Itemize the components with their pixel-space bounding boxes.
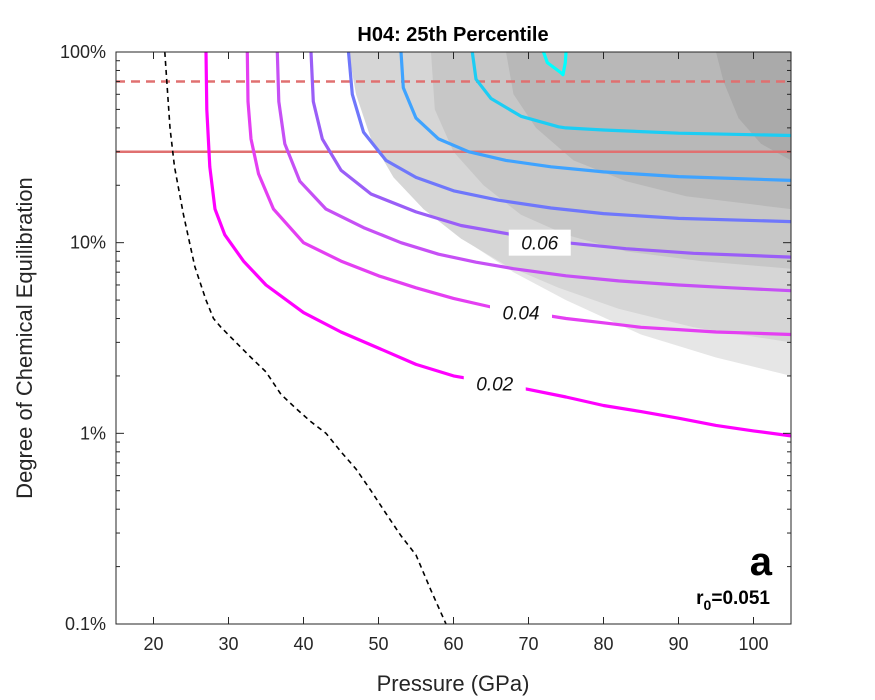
contour-lines [204, 52, 791, 438]
contour-label-bg [463, 370, 526, 397]
y-axis-title: Degree of Chemical Equilibration [12, 177, 37, 499]
y-tick-label: 1% [80, 423, 106, 443]
contour-line-4 [309, 52, 791, 259]
x-tick-label: 60 [443, 634, 463, 654]
contour-line-6 [399, 52, 791, 182]
contour-label-bg [490, 299, 552, 326]
x-tick-label: 20 [143, 634, 163, 654]
contour-label: 0.02 [476, 374, 513, 395]
y-tick-label: 100% [60, 42, 106, 62]
shaded-region-5 [716, 52, 791, 161]
contour-line-1 [204, 52, 791, 438]
r0-annotation: r0=0.051 [696, 588, 770, 613]
shaded-regions [348, 52, 791, 376]
contour-line-8 [541, 52, 568, 77]
contour-label: 0.06 [521, 234, 558, 255]
x-tick-label: 40 [293, 634, 313, 654]
r0-prefix: r [696, 588, 704, 609]
contour-line-3 [275, 52, 791, 293]
x-tick-label: 100 [738, 634, 768, 654]
x-tick-label: 90 [668, 634, 688, 654]
r0-subscript: 0 [704, 597, 712, 613]
contour-line-7 [470, 52, 791, 138]
r0-value: =0.051 [711, 588, 770, 609]
x-tick-label: 70 [518, 634, 538, 654]
y-tick-label: 0.1% [65, 614, 106, 634]
threshold-lines [116, 80, 791, 153]
boundary-curve [164, 52, 447, 624]
contour-labels: 0.02 0.04 0.06 [463, 229, 571, 397]
contour-line-2 [245, 52, 791, 337]
tick-labels: 20 30 40 50 60 70 80 90 100 0.1% 1% 10% 100% [60, 42, 769, 654]
x-axis-title: Pressure (GPa) [377, 671, 530, 696]
chart-title: H04: 25th Percentile [357, 24, 548, 46]
boundary-dashed-line [164, 52, 447, 624]
contour-label-bg [508, 229, 571, 256]
x-tick-label: 80 [593, 634, 613, 654]
panel-label: a [750, 540, 773, 584]
x-tick-label: 50 [368, 634, 388, 654]
x-tick-label: 30 [218, 634, 238, 654]
y-tick-label: 10% [70, 233, 106, 253]
contour-line-5 [346, 52, 791, 224]
contour-label: 0.04 [503, 304, 540, 325]
axes [115, 51, 792, 625]
